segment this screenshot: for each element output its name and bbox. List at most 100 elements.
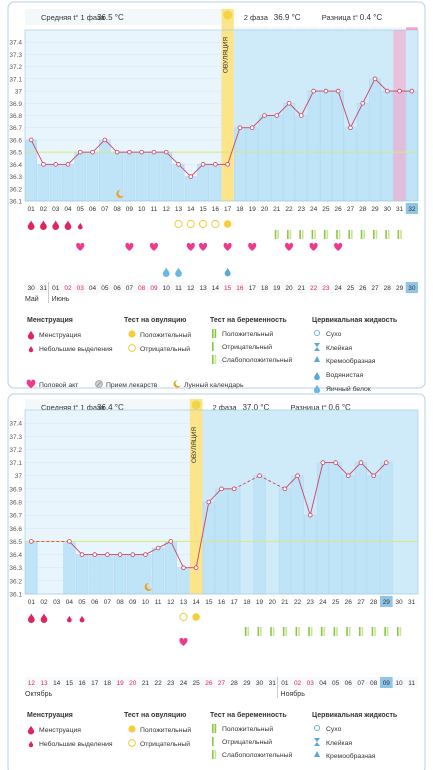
legend-title-pregnancy: Тест на беременность	[210, 316, 287, 324]
ovulation-test-negative-icon	[198, 219, 208, 229]
legend-sticky-icon	[314, 738, 320, 746]
temperature-point	[345, 473, 351, 479]
legend-preg-positive: Положительный	[222, 330, 273, 338]
date-label: 15	[224, 285, 232, 292]
intercourse-heart-icon	[199, 242, 208, 251]
pregnancy-test-weak-icon	[396, 627, 399, 636]
temperature-bar	[332, 90, 345, 202]
phase1-avg-value: 36.5 °C	[97, 13, 124, 22]
pregnancy-test-weak-icon	[277, 230, 279, 239]
date-label: 30	[408, 285, 416, 292]
date-label: 05	[332, 680, 340, 687]
date-label: 25	[347, 285, 355, 292]
legend-title-menstruation: Менструация	[27, 317, 73, 324]
date-label: 01	[52, 285, 60, 292]
temperature-point	[188, 174, 194, 179]
moon-icon	[144, 582, 153, 591]
legend-sticky-icon	[314, 343, 320, 351]
date-label: 18	[104, 680, 112, 687]
legend-egg-white-icon	[313, 384, 321, 393]
temperature-line-segment	[362, 78, 376, 104]
day-label: 08	[113, 206, 121, 213]
temperature-bar	[270, 115, 283, 202]
day-label: 09	[129, 599, 137, 606]
pregnancy-test-weak-icon	[400, 230, 402, 239]
legend-negative-icon	[128, 739, 136, 747]
y-tick-label: 36.7	[9, 513, 22, 520]
legend-menstruation: Менструация	[39, 727, 81, 734]
date-label: 21	[142, 680, 150, 687]
pregnancy-test-weak-icon	[399, 627, 402, 636]
temperature-bar	[62, 164, 74, 202]
legend-negative: Отрицательный	[140, 740, 190, 748]
intercourse-heart-icon	[223, 242, 232, 251]
date-label: 01	[281, 680, 289, 687]
temperature-point	[143, 552, 148, 557]
temp-diff-value: 0.6 °C	[328, 403, 351, 412]
day-label: 27	[357, 599, 365, 606]
intercourse-heart-icon	[125, 242, 134, 251]
legend-creamy-icon	[314, 751, 320, 757]
temperature-bar	[86, 151, 99, 202]
legend-moon-icon	[173, 380, 181, 388]
temperature-point	[213, 162, 218, 167]
legend-positive-icon	[128, 725, 136, 733]
day-label: 23	[307, 599, 315, 606]
y-tick-label: 37.1	[9, 460, 22, 467]
temperature-point	[384, 88, 390, 94]
date-label: 12	[187, 285, 195, 292]
temperature-point	[206, 499, 212, 505]
date-label: 22	[154, 680, 162, 687]
legend-pills: Прием лекарств	[106, 382, 158, 389]
temperature-point	[358, 460, 364, 465]
temp-diff-value: 0.4 °C	[360, 13, 383, 22]
pregnancy-test-weak-icon	[361, 627, 364, 636]
date-label: 14	[53, 680, 61, 687]
pregnancy-test-weak-icon	[308, 627, 310, 636]
date-label: 30	[28, 285, 36, 292]
temperature-point	[274, 113, 280, 118]
temperature-line-segment	[190, 164, 204, 177]
temperature-point	[231, 486, 237, 492]
temperature-point	[307, 512, 313, 518]
temperature-point	[397, 88, 402, 94]
temperature-point	[282, 486, 288, 492]
day-label: 01	[28, 599, 36, 606]
temperature-bar	[25, 541, 38, 595]
temperature-line-segment	[178, 164, 192, 177]
temperature-point	[237, 125, 243, 131]
date-label: 24	[180, 680, 188, 687]
temperature-line-segment	[104, 139, 118, 153]
date-label: 23	[167, 680, 175, 687]
temperature-bar	[160, 151, 173, 202]
day-label: 25	[332, 599, 340, 606]
pregnancy-test-weak-icon	[323, 627, 326, 636]
day-label: 04	[66, 599, 74, 606]
legend-menstruation: Менструация	[39, 332, 81, 339]
temperature-bar	[291, 475, 304, 595]
temperature-bar	[177, 567, 190, 595]
day-label: 18	[236, 206, 244, 213]
y-tick-label: 37.2	[9, 64, 22, 71]
temperature-bar	[202, 501, 215, 595]
y-tick-label: 36.5	[9, 539, 22, 546]
temperature-bar	[307, 90, 320, 202]
y-tick-label: 36.4	[9, 552, 22, 559]
watery-icon	[224, 267, 231, 277]
temperature-point	[225, 162, 230, 167]
legend-title-ovulation: Тест на овуляцию	[124, 317, 186, 324]
temperature-line-segment	[300, 90, 315, 116]
legend-spotting-icon	[28, 345, 34, 353]
pregnancy-test-weak-icon	[323, 230, 326, 239]
date-label: 28	[231, 680, 239, 687]
ovulation-sun-icon	[191, 400, 201, 410]
y-tick-label: 36.9	[9, 101, 22, 108]
temperature-point	[65, 162, 71, 167]
date-label: 17	[249, 285, 257, 292]
temperature-line-segment	[335, 462, 349, 477]
day-label: 19	[256, 599, 264, 606]
temperature-bar	[63, 541, 76, 595]
pregnancy-test-weak-icon	[386, 627, 389, 636]
legend-spotting: Небольшие выделения	[39, 740, 113, 748]
intercourse-heart-icon	[149, 242, 159, 251]
